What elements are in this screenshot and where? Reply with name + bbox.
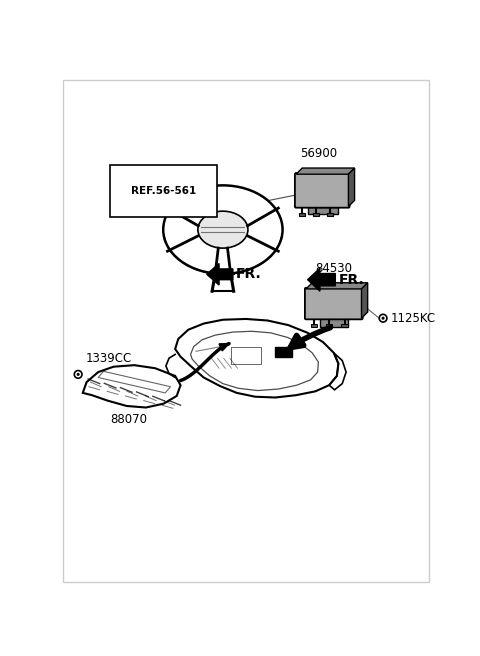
Polygon shape <box>275 346 292 357</box>
Polygon shape <box>296 168 355 174</box>
Text: FR.: FR. <box>338 273 364 287</box>
Polygon shape <box>348 168 355 207</box>
Bar <box>299 213 305 216</box>
Circle shape <box>77 373 80 376</box>
FancyBboxPatch shape <box>295 173 349 208</box>
FancyBboxPatch shape <box>305 288 363 319</box>
Bar <box>327 213 333 216</box>
Bar <box>311 323 317 327</box>
Bar <box>313 213 319 216</box>
Polygon shape <box>361 283 368 318</box>
Polygon shape <box>320 318 348 327</box>
Bar <box>341 323 348 327</box>
Text: 84530: 84530 <box>315 262 352 275</box>
Polygon shape <box>308 268 336 291</box>
Circle shape <box>382 317 384 319</box>
Text: 1125KC: 1125KC <box>391 312 436 325</box>
Text: 56900: 56900 <box>300 148 337 160</box>
Polygon shape <box>207 264 233 285</box>
Polygon shape <box>219 344 229 351</box>
Text: FR.: FR. <box>236 267 262 281</box>
Polygon shape <box>308 207 338 215</box>
Ellipse shape <box>198 211 248 248</box>
Text: REF.56-561: REF.56-561 <box>131 186 196 196</box>
Polygon shape <box>306 283 368 289</box>
Text: 1339CC: 1339CC <box>86 352 132 365</box>
Text: 88070: 88070 <box>110 413 147 426</box>
Bar <box>326 323 332 327</box>
